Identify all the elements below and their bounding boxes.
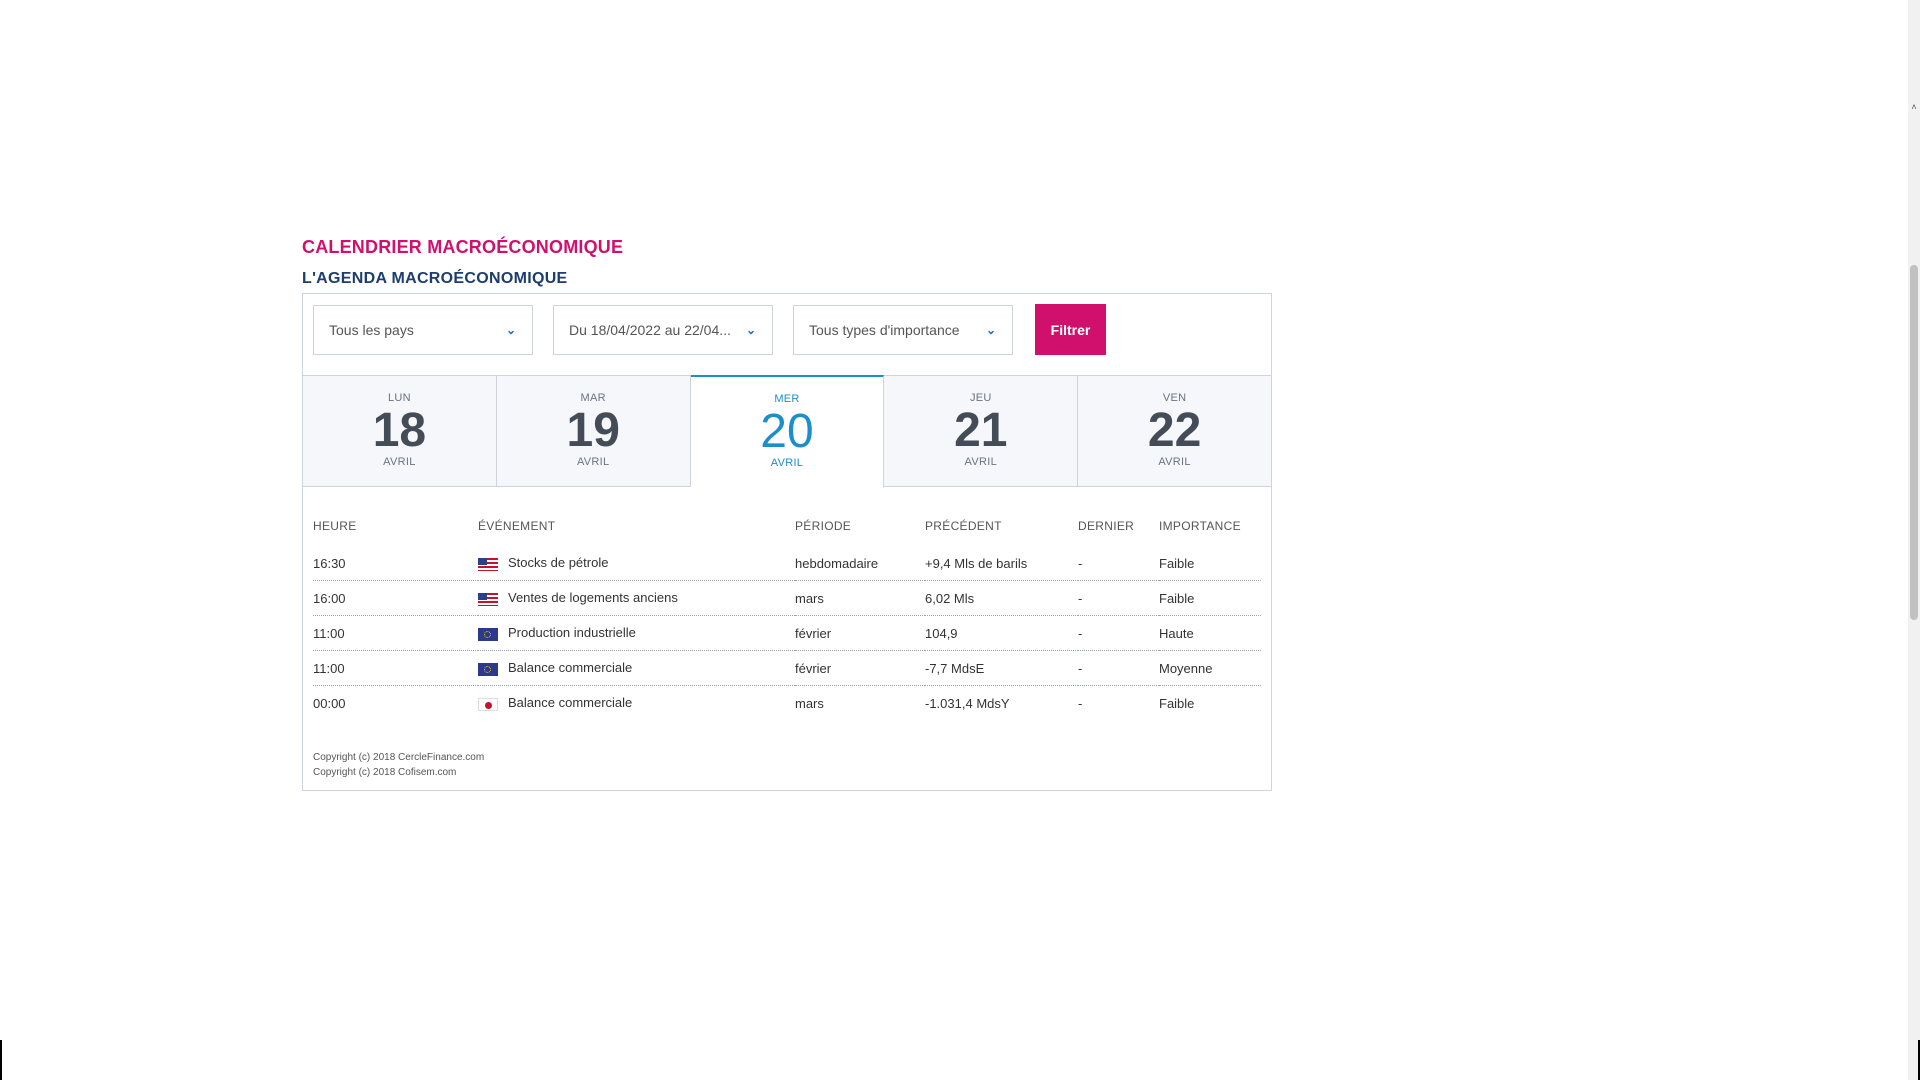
column-header-event: ÉVÉNEMENT — [478, 519, 556, 533]
day-month: AVRIL — [576, 456, 610, 468]
event-name: Stocks de pétrole — [508, 555, 609, 571]
us-flag-icon — [478, 592, 498, 606]
event-time: 16:00 — [313, 580, 478, 616]
day-name: MAR — [580, 392, 606, 404]
copyright-notice: Copyright (c) 2018 CercleFinance.com Cop… — [313, 750, 1261, 780]
event-previous: 104,9 — [925, 615, 1078, 651]
country-select[interactable]: Tous les pays ⌄ — [313, 304, 533, 355]
eu-flag-icon — [478, 662, 498, 676]
event-importance: Faible — [1159, 695, 1195, 711]
importance-select[interactable]: Tous types d'importance ⌄ — [793, 304, 1013, 355]
table-row: 00:00 Balance commerciale mars -1.031,4 … — [313, 686, 1261, 721]
table-row: 16:00 Ventes de logements anciens mars 6… — [313, 580, 1261, 616]
event-period: février — [795, 650, 925, 686]
day-number: 22 — [1147, 404, 1202, 457]
scroll-up-arrow-icon[interactable]: ˄ — [1911, 102, 1917, 112]
event-time: 00:00 — [313, 695, 346, 711]
scrollbar-thumb[interactable] — [1910, 265, 1918, 620]
event-last: - — [1078, 580, 1159, 616]
column-header-time: HEURE — [313, 519, 357, 533]
table-header-row: HEURE ÉVÉNEMENT PÉRIODE PRÉCÉDENT DERNIE… — [313, 516, 1261, 546]
event-time: 16:30 — [313, 546, 478, 581]
table-row: 16:30 Stocks de pétrole hebdomadaire +9,… — [313, 546, 1261, 581]
day-number: 20 — [760, 405, 814, 458]
day-name: JEU — [969, 392, 992, 404]
event-name: Balance commerciale — [508, 660, 633, 676]
day-number: 21 — [954, 404, 1008, 457]
event-time: 11:00 — [313, 615, 478, 651]
chevron-down-icon: ⌄ — [745, 322, 756, 337]
jp-flag-icon — [478, 697, 498, 711]
day-month: AVRIL — [770, 457, 804, 469]
event-previous: 6,02 Mls — [925, 580, 1078, 616]
event-last: - — [1078, 650, 1159, 686]
us-flag-icon — [478, 557, 498, 571]
calendar-panel: Tous les pays ⌄ Du 18/04/2022 au 22/04..… — [302, 293, 1272, 791]
column-header-last: DERNIER — [1078, 519, 1135, 533]
day-name: LUN — [387, 392, 411, 404]
macro-calendar-widget: CALENDRIER MACROÉCONOMIQUE L'AGENDA MACR… — [302, 236, 1272, 791]
day-tabs: LUN 18 AVRIL MAR 19 AVRIL MER 20 AVRIL J… — [303, 375, 1271, 488]
event-importance: Haute — [1159, 615, 1261, 651]
filter-bar: Tous les pays ⌄ Du 18/04/2022 au 22/04..… — [303, 294, 1271, 375]
table-row: 11:00 Balance commerciale février -7,7 M… — [313, 650, 1261, 686]
event-last: - — [1078, 615, 1159, 651]
copyright-line: Copyright (c) 2018 Cofisem.com — [313, 767, 457, 778]
event-importance: Faible — [1159, 580, 1261, 616]
importance-select-value: Tous types d'importance — [809, 321, 960, 338]
event-last: - — [1078, 695, 1083, 711]
day-number: 19 — [566, 404, 620, 457]
event-importance: Faible — [1159, 546, 1261, 581]
event-previous: +9,4 Mls de barils — [925, 546, 1078, 581]
window-edge — [0, 1040, 2, 1080]
date-range-select[interactable]: Du 18/04/2022 au 22/04... ⌄ — [553, 304, 773, 355]
page-subtitle: L'AGENDA MACROÉCONOMIQUE — [302, 270, 568, 287]
day-number: 18 — [372, 404, 427, 457]
country-select-value: Tous les pays — [329, 321, 414, 338]
chevron-down-icon: ⌄ — [505, 322, 516, 337]
event-name: Ventes de logements anciens — [508, 590, 678, 606]
day-name: MER — [774, 393, 800, 405]
page-scrollbar[interactable]: ˄ — [1908, 0, 1920, 1080]
event-previous: -7,7 MdsE — [925, 650, 1078, 686]
event-previous: -1.031,4 MdsY — [925, 695, 1010, 711]
copyright-line: Copyright (c) 2018 CercleFinance.com — [313, 752, 485, 763]
event-cell: Balance commerciale — [478, 650, 795, 686]
filter-button[interactable]: Filtrer — [1035, 304, 1106, 355]
day-tab-mon[interactable]: LUN 18 AVRIL — [303, 376, 497, 487]
day-tab-thu[interactable]: JEU 21 AVRIL — [884, 376, 1079, 487]
day-month: AVRIL — [1158, 456, 1191, 468]
event-period: mars — [795, 580, 925, 616]
event-cell: Production industrielle — [478, 615, 795, 651]
day-name: VEN — [1162, 392, 1187, 404]
date-range-select-value: Du 18/04/2022 au 22/04... — [569, 321, 731, 338]
column-header-importance: IMPORTANCE — [1159, 519, 1241, 533]
event-time: 11:00 — [313, 650, 478, 686]
column-header-previous: PRÉCÉDENT — [925, 519, 1002, 533]
event-period: février — [795, 615, 925, 651]
event-importance: Moyenne — [1159, 650, 1261, 686]
day-month: AVRIL — [383, 456, 416, 468]
table-row: 11:00 Production industrielle février 10… — [313, 615, 1261, 651]
eu-flag-icon — [478, 627, 498, 641]
day-tab-fri[interactable]: VEN 22 AVRIL — [1078, 376, 1271, 487]
chevron-down-icon: ⌄ — [985, 322, 996, 337]
event-cell: Stocks de pétrole — [478, 546, 795, 581]
event-cell: Ventes de logements anciens — [478, 580, 795, 616]
event-name: Production industrielle — [508, 625, 636, 641]
events-table: HEURE ÉVÉNEMENT PÉRIODE PRÉCÉDENT DERNIE… — [313, 516, 1261, 720]
day-tab-wed[interactable]: MER 20 AVRIL — [690, 375, 885, 488]
event-name: Balance commerciale — [508, 695, 633, 711]
event-last: - — [1078, 546, 1159, 581]
day-month: AVRIL — [964, 456, 998, 468]
window-edge — [1918, 1040, 1920, 1080]
event-period: mars — [795, 695, 824, 711]
event-cell: Balance commerciale — [478, 686, 795, 721]
day-tab-tue[interactable]: MAR 19 AVRIL — [496, 376, 691, 487]
page-title: CALENDRIER MACROÉCONOMIQUE — [302, 237, 624, 257]
column-header-period: PÉRIODE — [795, 519, 852, 533]
event-period: hebdomadaire — [795, 546, 925, 581]
